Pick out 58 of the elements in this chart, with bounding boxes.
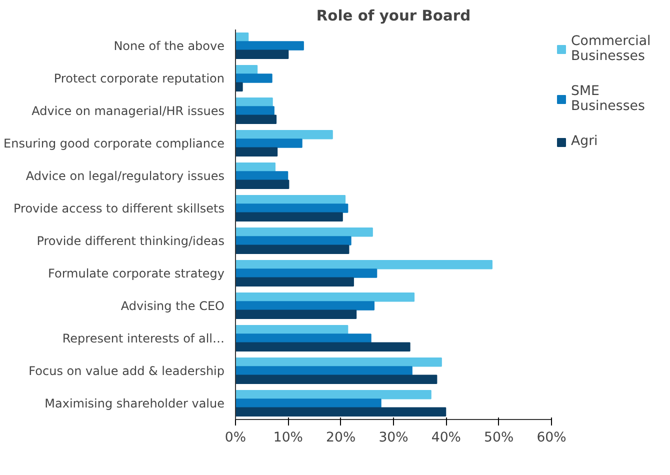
bar	[236, 106, 274, 116]
x-tick-label: 40%	[431, 430, 461, 446]
bar	[236, 374, 438, 384]
y-tick-label: Formulate corporate strategy	[48, 266, 225, 280]
bar	[236, 268, 378, 278]
y-tick-label: Provide access to different skillsets	[14, 201, 225, 216]
bar	[236, 162, 276, 172]
y-tick-label: None of the above	[114, 38, 225, 53]
bar	[236, 180, 290, 190]
x-tick-label: 30%	[378, 430, 408, 446]
bar	[236, 97, 273, 107]
bar	[236, 204, 348, 213]
bar	[236, 41, 304, 50]
y-tick-label: Advising the CEO	[120, 298, 225, 313]
bar	[236, 171, 288, 180]
bar	[236, 74, 272, 83]
bar	[236, 277, 354, 287]
y-tick-label: Protect corporate reputation	[54, 71, 225, 86]
bar	[236, 236, 352, 246]
bar	[236, 147, 278, 157]
bar	[236, 357, 442, 367]
bar	[236, 366, 412, 376]
legend-label: Commercial Businesses	[571, 34, 651, 64]
bar	[236, 390, 432, 400]
bar	[236, 310, 357, 320]
y-tick-label: Focus on value add & leadership	[28, 364, 224, 378]
y-tick-label: Maximising shareholder value	[44, 396, 224, 410]
legend-label: SME Businesses	[571, 84, 646, 114]
bar	[236, 82, 243, 92]
bar	[236, 324, 348, 334]
y-tick-label: Advice on managerial/HR issues	[32, 104, 225, 118]
bar	[236, 334, 372, 343]
bar	[236, 138, 302, 148]
bar	[236, 407, 446, 417]
y-tick-label: Advice on legal/regulatory issues	[26, 168, 224, 183]
x-tick-label: 20%	[326, 430, 356, 446]
bar	[236, 194, 346, 204]
bar	[236, 292, 415, 302]
y-tick-label: Ensuring good corporate compliance	[4, 136, 225, 150]
bar	[236, 244, 350, 254]
bar	[236, 260, 492, 270]
chart-title: Role of your Board	[316, 8, 471, 24]
bar	[236, 301, 375, 310]
x-tick-label: 10%	[273, 430, 303, 446]
bar	[236, 398, 382, 408]
bar	[236, 227, 373, 237]
bar	[236, 342, 410, 352]
bar	[236, 212, 343, 222]
legend-label: Agri	[571, 134, 599, 149]
x-tick-label: 0%	[224, 430, 246, 446]
bar	[236, 64, 258, 74]
bar	[236, 50, 289, 60]
y-tick-label: Provide different thinking/ideas	[36, 234, 225, 248]
bar	[236, 114, 277, 124]
x-tick-label: 60%	[536, 430, 566, 446]
y-tick-label: Represent interests of all…	[62, 331, 225, 346]
bar	[236, 130, 333, 140]
x-tick-label: 50%	[484, 430, 514, 446]
